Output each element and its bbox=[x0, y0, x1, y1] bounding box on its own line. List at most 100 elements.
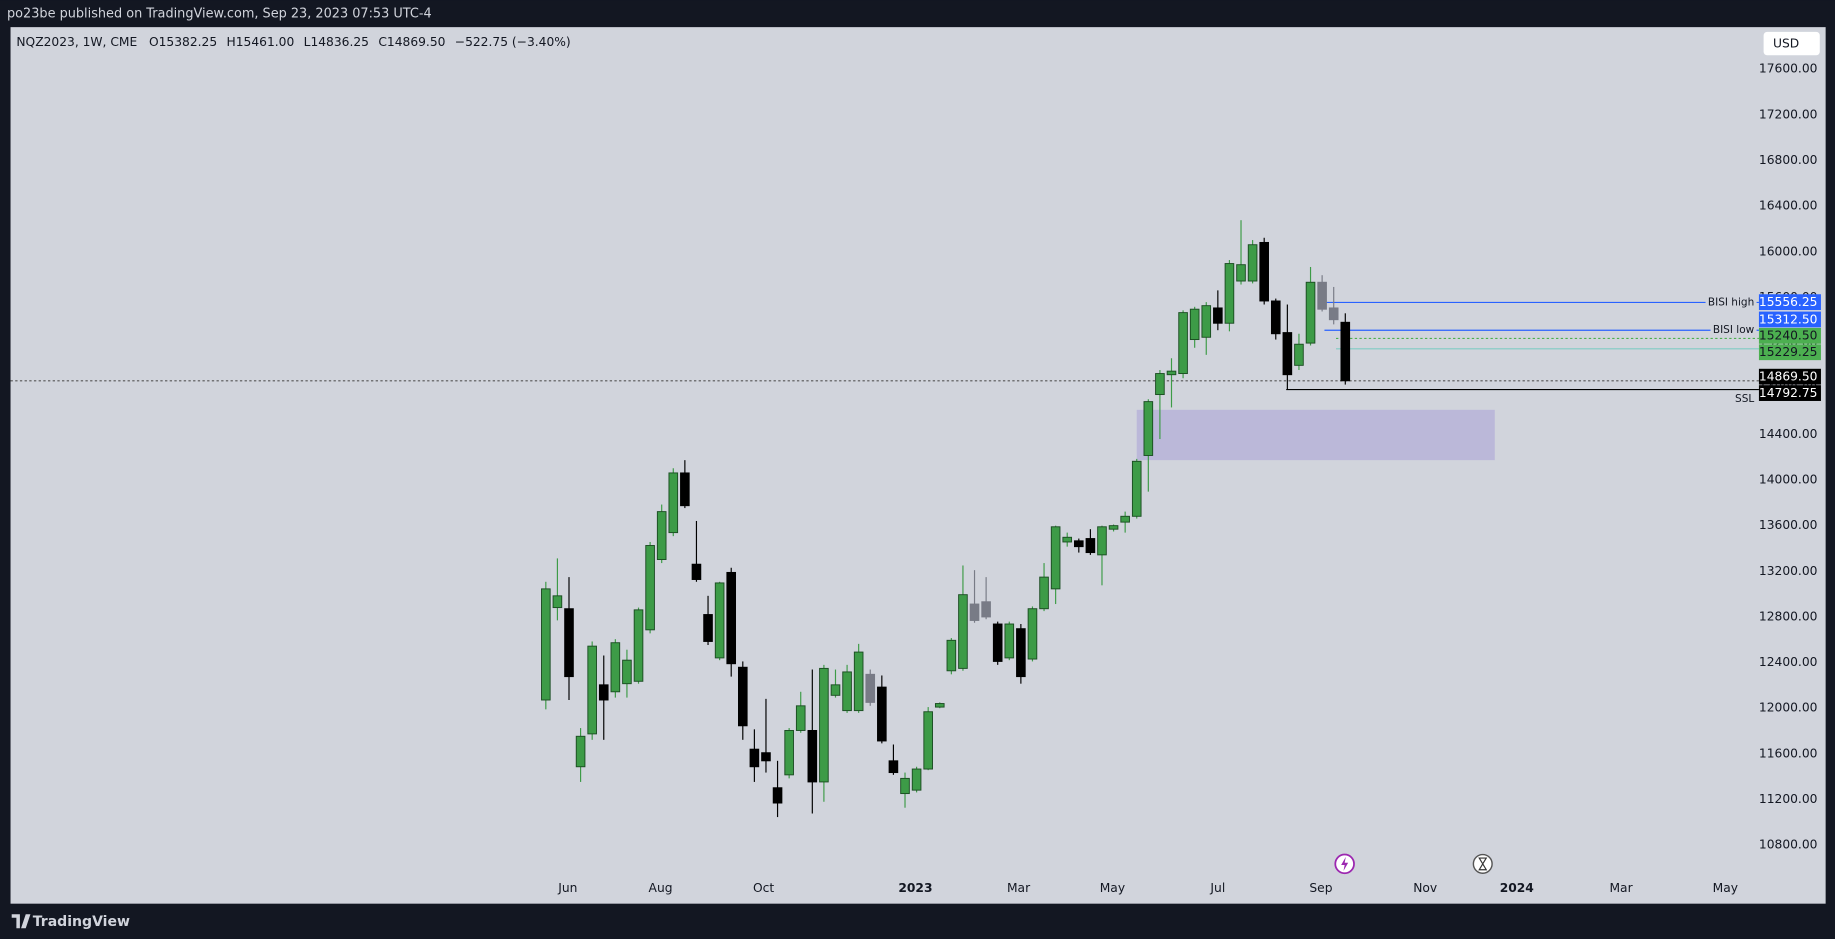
candle-body bbox=[703, 614, 713, 642]
level-label-bg bbox=[1705, 295, 1757, 310]
candle-body bbox=[1270, 300, 1281, 335]
y-tick-label: 12000.00 bbox=[1759, 701, 1818, 715]
price-tag bbox=[1758, 327, 1821, 344]
x-tick-label: Mar bbox=[1609, 881, 1633, 895]
y-tick-label: 16000.00 bbox=[1759, 244, 1818, 258]
candle-body bbox=[877, 686, 887, 742]
x-tick-label: Oct bbox=[753, 881, 774, 895]
y-tick-label: 16800.00 bbox=[1759, 153, 1818, 167]
x-tick-label: Jul bbox=[1209, 881, 1225, 895]
y-tick-label: 17200.00 bbox=[1759, 107, 1818, 121]
candle-body bbox=[1305, 281, 1316, 344]
x-tick-label: Jun bbox=[557, 881, 577, 895]
candle-body bbox=[610, 642, 621, 693]
legend-value: L14836.25 bbox=[304, 35, 369, 49]
candle-body bbox=[564, 608, 574, 678]
y-tick-label: 13600.00 bbox=[1759, 518, 1818, 532]
candle-body bbox=[1201, 305, 1212, 338]
candle-body bbox=[1004, 623, 1015, 659]
event-icon[interactable] bbox=[1334, 853, 1355, 875]
x-tick-label: May bbox=[1100, 881, 1125, 895]
y-tick-label: 12800.00 bbox=[1759, 609, 1818, 623]
candle-body bbox=[1213, 307, 1223, 324]
candle-body bbox=[1108, 525, 1119, 530]
candle-body bbox=[865, 673, 876, 703]
timer-icon[interactable] bbox=[1472, 853, 1493, 874]
price-tag bbox=[1758, 311, 1821, 328]
candle-body bbox=[1085, 538, 1096, 554]
candle-body bbox=[911, 768, 922, 791]
candle-body bbox=[1143, 401, 1154, 456]
candle-body bbox=[784, 729, 794, 776]
y-tick-label: 14400.00 bbox=[1759, 427, 1818, 441]
legend-value: C14869.50 bbox=[378, 35, 445, 49]
candle-body bbox=[1247, 244, 1258, 282]
currency-button[interactable] bbox=[1763, 31, 1820, 56]
candle-body bbox=[737, 666, 748, 727]
candle-body bbox=[668, 472, 679, 534]
x-tick-label: Sep bbox=[1309, 881, 1332, 895]
price-tag-label: 15240.50 bbox=[1759, 329, 1818, 343]
candle-body bbox=[1236, 264, 1246, 282]
y-tick-label: 10800.00 bbox=[1759, 838, 1818, 852]
chart-area bbox=[10, 27, 1826, 904]
level-label: BISI low bbox=[1713, 324, 1755, 336]
candle-body bbox=[1062, 536, 1073, 543]
level-label: BISI high bbox=[1708, 296, 1754, 308]
candle-body bbox=[552, 595, 563, 609]
legend: NQZ2023, 1W, CME O15382.25 H15461.00 L14836… bbox=[16, 35, 570, 49]
candle-body bbox=[587, 645, 597, 735]
price-tag bbox=[1758, 294, 1821, 311]
candle-body bbox=[1224, 263, 1235, 324]
price-tag bbox=[1758, 344, 1821, 361]
candle-body bbox=[807, 729, 818, 783]
level-label-bg bbox=[1710, 323, 1757, 338]
candle-body bbox=[714, 582, 725, 659]
candle-body bbox=[761, 752, 771, 762]
candle-body bbox=[1050, 526, 1061, 590]
candle-body bbox=[958, 594, 968, 669]
candle-body bbox=[819, 667, 829, 783]
price-tag-label: 15229.25 bbox=[1759, 345, 1818, 359]
x-tick-label: May bbox=[1713, 881, 1738, 895]
candle-body bbox=[656, 511, 667, 561]
brand-name: TradingView bbox=[33, 914, 130, 930]
header-title: po23be published on TradingView.com, Sep… bbox=[7, 7, 432, 22]
candle-body bbox=[992, 623, 1003, 662]
candle-body bbox=[622, 659, 632, 685]
legend-value: H15461.00 bbox=[227, 35, 295, 49]
plot: 17600.00 17200.00 16800.00 16400.00 16000.00… bbox=[10, 62, 1821, 895]
y-tick-label: 11600.00 bbox=[1759, 746, 1818, 760]
candle-body bbox=[946, 639, 957, 672]
currency-label[interactable]: USD bbox=[1773, 37, 1799, 51]
y-tick-label: 12400.00 bbox=[1759, 655, 1818, 669]
candle-body bbox=[1317, 281, 1327, 310]
x-tick-label: Aug bbox=[649, 881, 673, 895]
candle-body bbox=[1328, 307, 1339, 321]
candle-body bbox=[1189, 308, 1200, 341]
y-tick-label: 14000.00 bbox=[1759, 473, 1818, 487]
candle-body bbox=[1340, 321, 1351, 382]
candle-body bbox=[1074, 540, 1084, 548]
candle-body bbox=[795, 705, 806, 731]
candle-body bbox=[900, 777, 910, 795]
candle-body bbox=[969, 603, 980, 621]
candle-body bbox=[1282, 332, 1293, 376]
candle-body bbox=[1166, 370, 1177, 376]
y-tick-label: 17600.00 bbox=[1759, 62, 1818, 76]
candle-body bbox=[1097, 526, 1107, 556]
candle-body bbox=[1178, 312, 1188, 375]
candle-body bbox=[633, 609, 644, 682]
price-tag-label: 15312.50 bbox=[1759, 312, 1818, 326]
candle-body bbox=[1155, 373, 1165, 396]
candle-body bbox=[541, 588, 551, 701]
candle-body bbox=[575, 735, 586, 768]
candle-body bbox=[830, 684, 841, 696]
candle-body bbox=[1120, 515, 1130, 523]
candle-body bbox=[691, 563, 702, 580]
x-tick-label: Mar bbox=[1007, 881, 1031, 895]
candle-body bbox=[1259, 241, 1269, 302]
x-tick-label: 2023 bbox=[898, 881, 932, 895]
